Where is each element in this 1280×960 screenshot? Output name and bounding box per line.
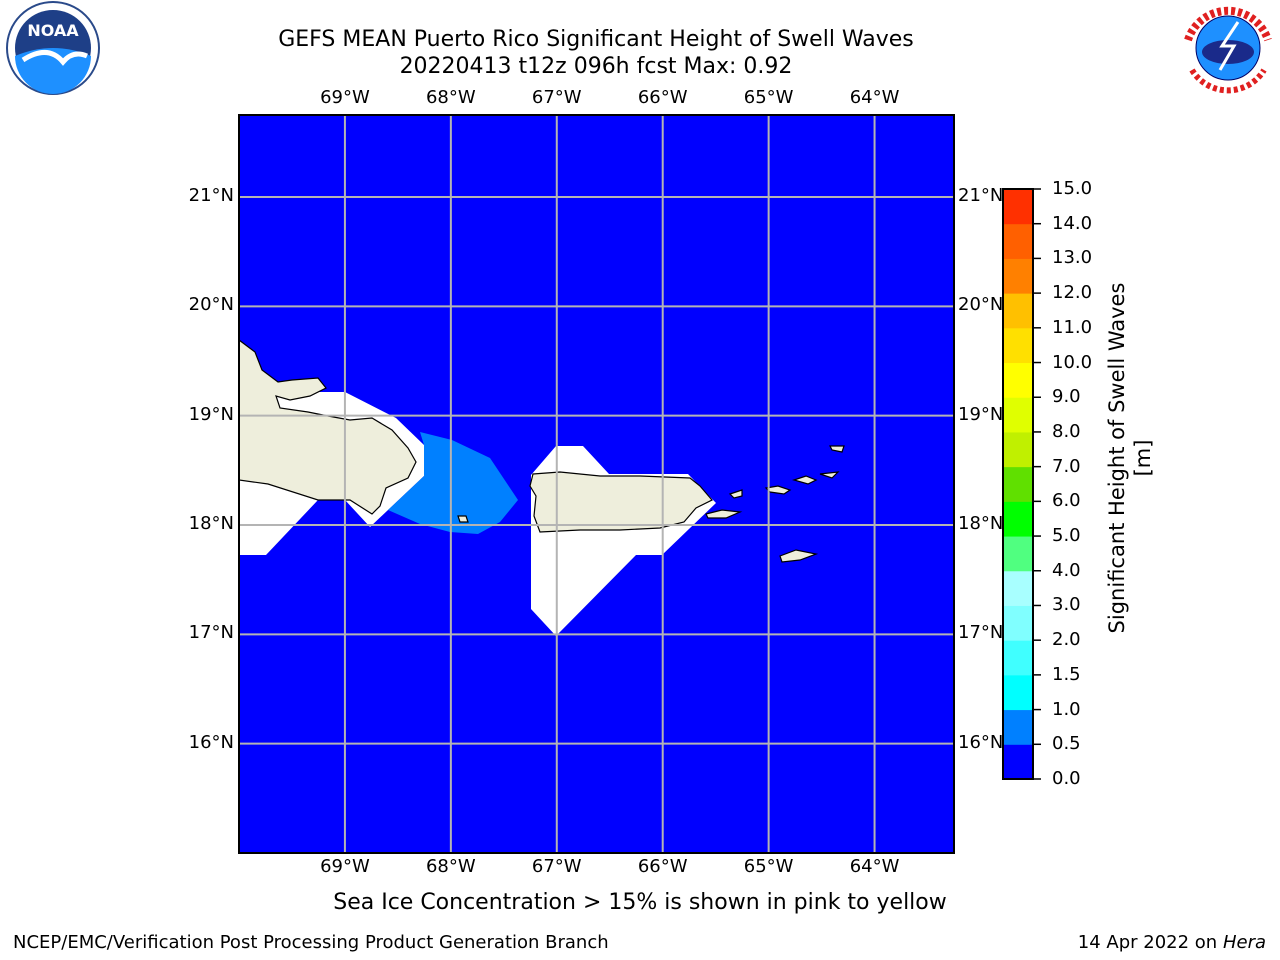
nws-logo [1178, 0, 1278, 100]
colorbar-tick-label: 8.0 [1052, 420, 1081, 442]
axis-label: 67°W [531, 856, 582, 877]
colorbar-tick-label: 3.0 [1052, 594, 1081, 616]
colorbar-segment [1003, 258, 1033, 294]
island-vieques [705, 509, 743, 519]
colorbar-segment [1003, 709, 1033, 745]
colorbar-segment [1003, 536, 1033, 572]
axis-label: 65°W [743, 856, 794, 877]
axis-label: 18°N [958, 513, 1004, 534]
axis-label: 69°W [320, 87, 370, 108]
island-culebra [728, 489, 743, 499]
colorbar [1002, 188, 1041, 780]
colorbar-segment [1003, 466, 1033, 502]
island-tortola [791, 475, 818, 485]
island-mona [457, 515, 469, 523]
axis-label: 21°N [958, 185, 1004, 206]
colorbar-label: Significant Height of Swell Waves [m] [1105, 282, 1155, 634]
colorbar-segment [1003, 431, 1033, 468]
footer-credit: NCEP/EMC/Verification Post Processing Pr… [13, 932, 609, 953]
island-st-croix [779, 549, 819, 563]
axis-label: 16°N [958, 731, 1004, 753]
chart-subtitle: 20220413 t12z 096h fcst Max: 0.92 [399, 54, 793, 79]
colorbar-segment [1003, 397, 1033, 433]
colorbar-frame [1002, 188, 1034, 780]
colorbar-segment [1003, 293, 1033, 329]
axis-label: 67°W [531, 87, 582, 108]
colorbar-tick-label: 1.0 [1052, 698, 1081, 720]
colorbar-tick-label: 7.0 [1052, 455, 1081, 477]
colorbar-tick-label: 14.0 [1052, 212, 1093, 234]
chart-title: GEFS MEAN Puerto Rico Significant Height… [278, 27, 914, 52]
colorbar-tick-label: 12.0 [1052, 282, 1093, 304]
axis-label: 17°N [958, 622, 1004, 644]
axis-label: 66°W [637, 87, 688, 108]
axis-label: 69°W [320, 856, 370, 877]
axis-label: 64°W [849, 856, 900, 877]
colorbar-segment [1003, 327, 1033, 364]
land-hispaniola [238, 338, 417, 515]
colorbar-tick-label: 11.0 [1052, 316, 1093, 338]
colorbar-tick-label: 1.5 [1052, 663, 1081, 685]
svg-text:NOAA: NOAA [27, 21, 79, 40]
axis-label: 18°N [188, 513, 234, 534]
colorbar-segment [1003, 362, 1033, 398]
colorbar-tick-label: 10.0 [1052, 351, 1093, 373]
colorbar-segment [1003, 189, 1033, 225]
colorbar-tick-label: 2.0 [1052, 629, 1081, 651]
colorbar-tick-label: 15.0 [1052, 178, 1093, 199]
axis-label: 21°N [188, 185, 234, 206]
colorbar-segment [1003, 223, 1033, 259]
colorbar-segment [1003, 501, 1033, 537]
axis-label: 19°N [958, 403, 1004, 425]
axis-label: 64°W [849, 87, 900, 108]
sea-ice-note: Sea Ice Concentration > 15% is shown in … [333, 890, 947, 915]
colorbar-segment [1003, 674, 1033, 711]
footer-date: 14 Apr 2022 on Hera [1078, 932, 1266, 953]
colorbar-tick-label: 4.0 [1052, 559, 1081, 581]
axis-label: 16°N [188, 731, 234, 753]
axis-label: 19°N [188, 403, 234, 425]
swell-region [388, 432, 518, 534]
colorbar-tick-label: 0.0 [1052, 768, 1081, 789]
footer-date-text: 14 Apr 2022 on [1077, 932, 1218, 953]
colorbar-tick-label: 6.0 [1052, 490, 1081, 512]
map-frame [238, 114, 955, 854]
island-anegada [819, 471, 840, 479]
axis-label: 20°N [958, 294, 1004, 316]
noaa-logo: NOAA [3, 0, 103, 100]
map-layer [238, 114, 955, 854]
axis-label: 68°W [425, 856, 476, 877]
axis-label: 68°W [425, 87, 476, 108]
footer-host: Hera [1222, 932, 1266, 953]
axis-label: 17°N [188, 622, 234, 644]
colorbar-tick-label: 5.0 [1052, 525, 1081, 547]
island-anguilla [829, 445, 845, 453]
axis-label: 66°W [637, 856, 688, 877]
colorbar-segment [1003, 570, 1033, 606]
colorbar-segment [1003, 640, 1033, 676]
colorbar-segment [1003, 744, 1033, 780]
land-puerto-rico [529, 471, 713, 533]
colorbar-tick-label: 13.0 [1052, 247, 1093, 269]
axis-label: 20°N [188, 294, 234, 316]
colorbar-segment [1003, 605, 1033, 641]
colorbar-tick-label: 0.5 [1052, 733, 1081, 755]
axis-label: 65°W [743, 87, 794, 108]
colorbar-tick-label: 9.0 [1052, 386, 1081, 408]
